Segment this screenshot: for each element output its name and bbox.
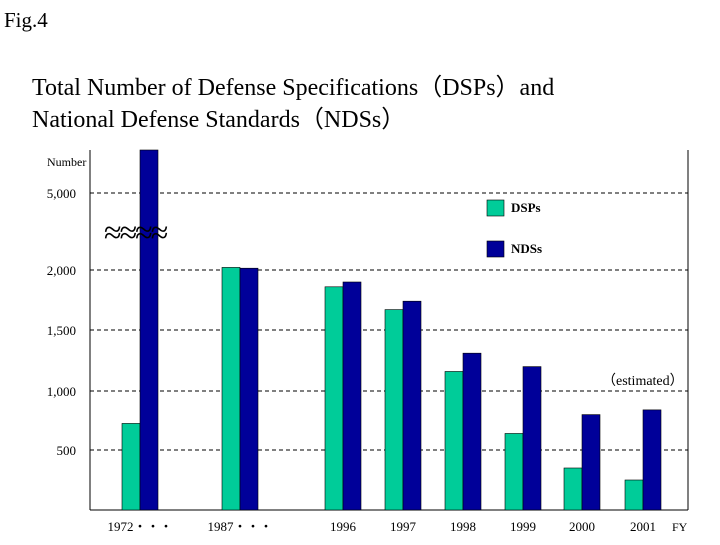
x-tick-label: 1997 (390, 519, 417, 534)
legend-swatch-dsps (486, 199, 505, 217)
chart-title: Total Number of Defense Specifications（D… (32, 72, 554, 136)
x-axis-label: FY (672, 520, 688, 534)
axis-break-symbol: ≈≈≈≈ (104, 214, 168, 250)
figure-label: Fig.4 (4, 8, 48, 32)
x-tick-label: 1996 (330, 519, 357, 534)
legend-swatch-ndss (486, 240, 505, 258)
x-tick-label: 1998 (450, 519, 476, 534)
x-tick-label: 1972・・・ (107, 519, 172, 534)
bar-ndss (139, 149, 159, 511)
y-tick-label: 1,500 (47, 323, 76, 338)
bar-dsps (221, 267, 241, 511)
x-tick-label: 1999 (510, 519, 536, 534)
bar-ndss (342, 281, 362, 511)
y-tick-label: 5,000 (47, 186, 76, 201)
bar-dsps (504, 433, 524, 511)
y-tick-label: 2,000 (47, 263, 76, 278)
x-tick-label: 2001 (630, 519, 656, 534)
x-tick-label: 1987・・・ (207, 519, 272, 534)
bar-ndss (462, 352, 482, 511)
y-tick-label: 500 (57, 443, 77, 458)
bar-dsps (444, 371, 464, 511)
bar-dsps (324, 286, 344, 511)
bar-ndss (402, 300, 422, 511)
y-axis-label: Number (47, 155, 86, 169)
legend-label-ndss: NDSs (511, 241, 542, 256)
x-tick-label: 2000 (569, 519, 595, 534)
bar-dsps (384, 309, 404, 511)
bar-ndss (522, 366, 542, 511)
bar-ndss (239, 267, 259, 511)
estimated-annotation: （estimated） (602, 373, 684, 389)
bar-dsps (121, 423, 141, 511)
bar-dsps (624, 479, 644, 511)
chart-title-line-2: National Defense Standards（NDSs） (32, 107, 406, 133)
chart-title-line-1: Total Number of Defense Specifications（D… (32, 75, 555, 101)
y-tick-label: 1,000 (47, 384, 76, 399)
bar-ndss (581, 414, 601, 511)
legend-label-dsps: DSPs (511, 200, 541, 215)
bar-dsps (563, 467, 583, 511)
bar-ndss (642, 409, 662, 511)
